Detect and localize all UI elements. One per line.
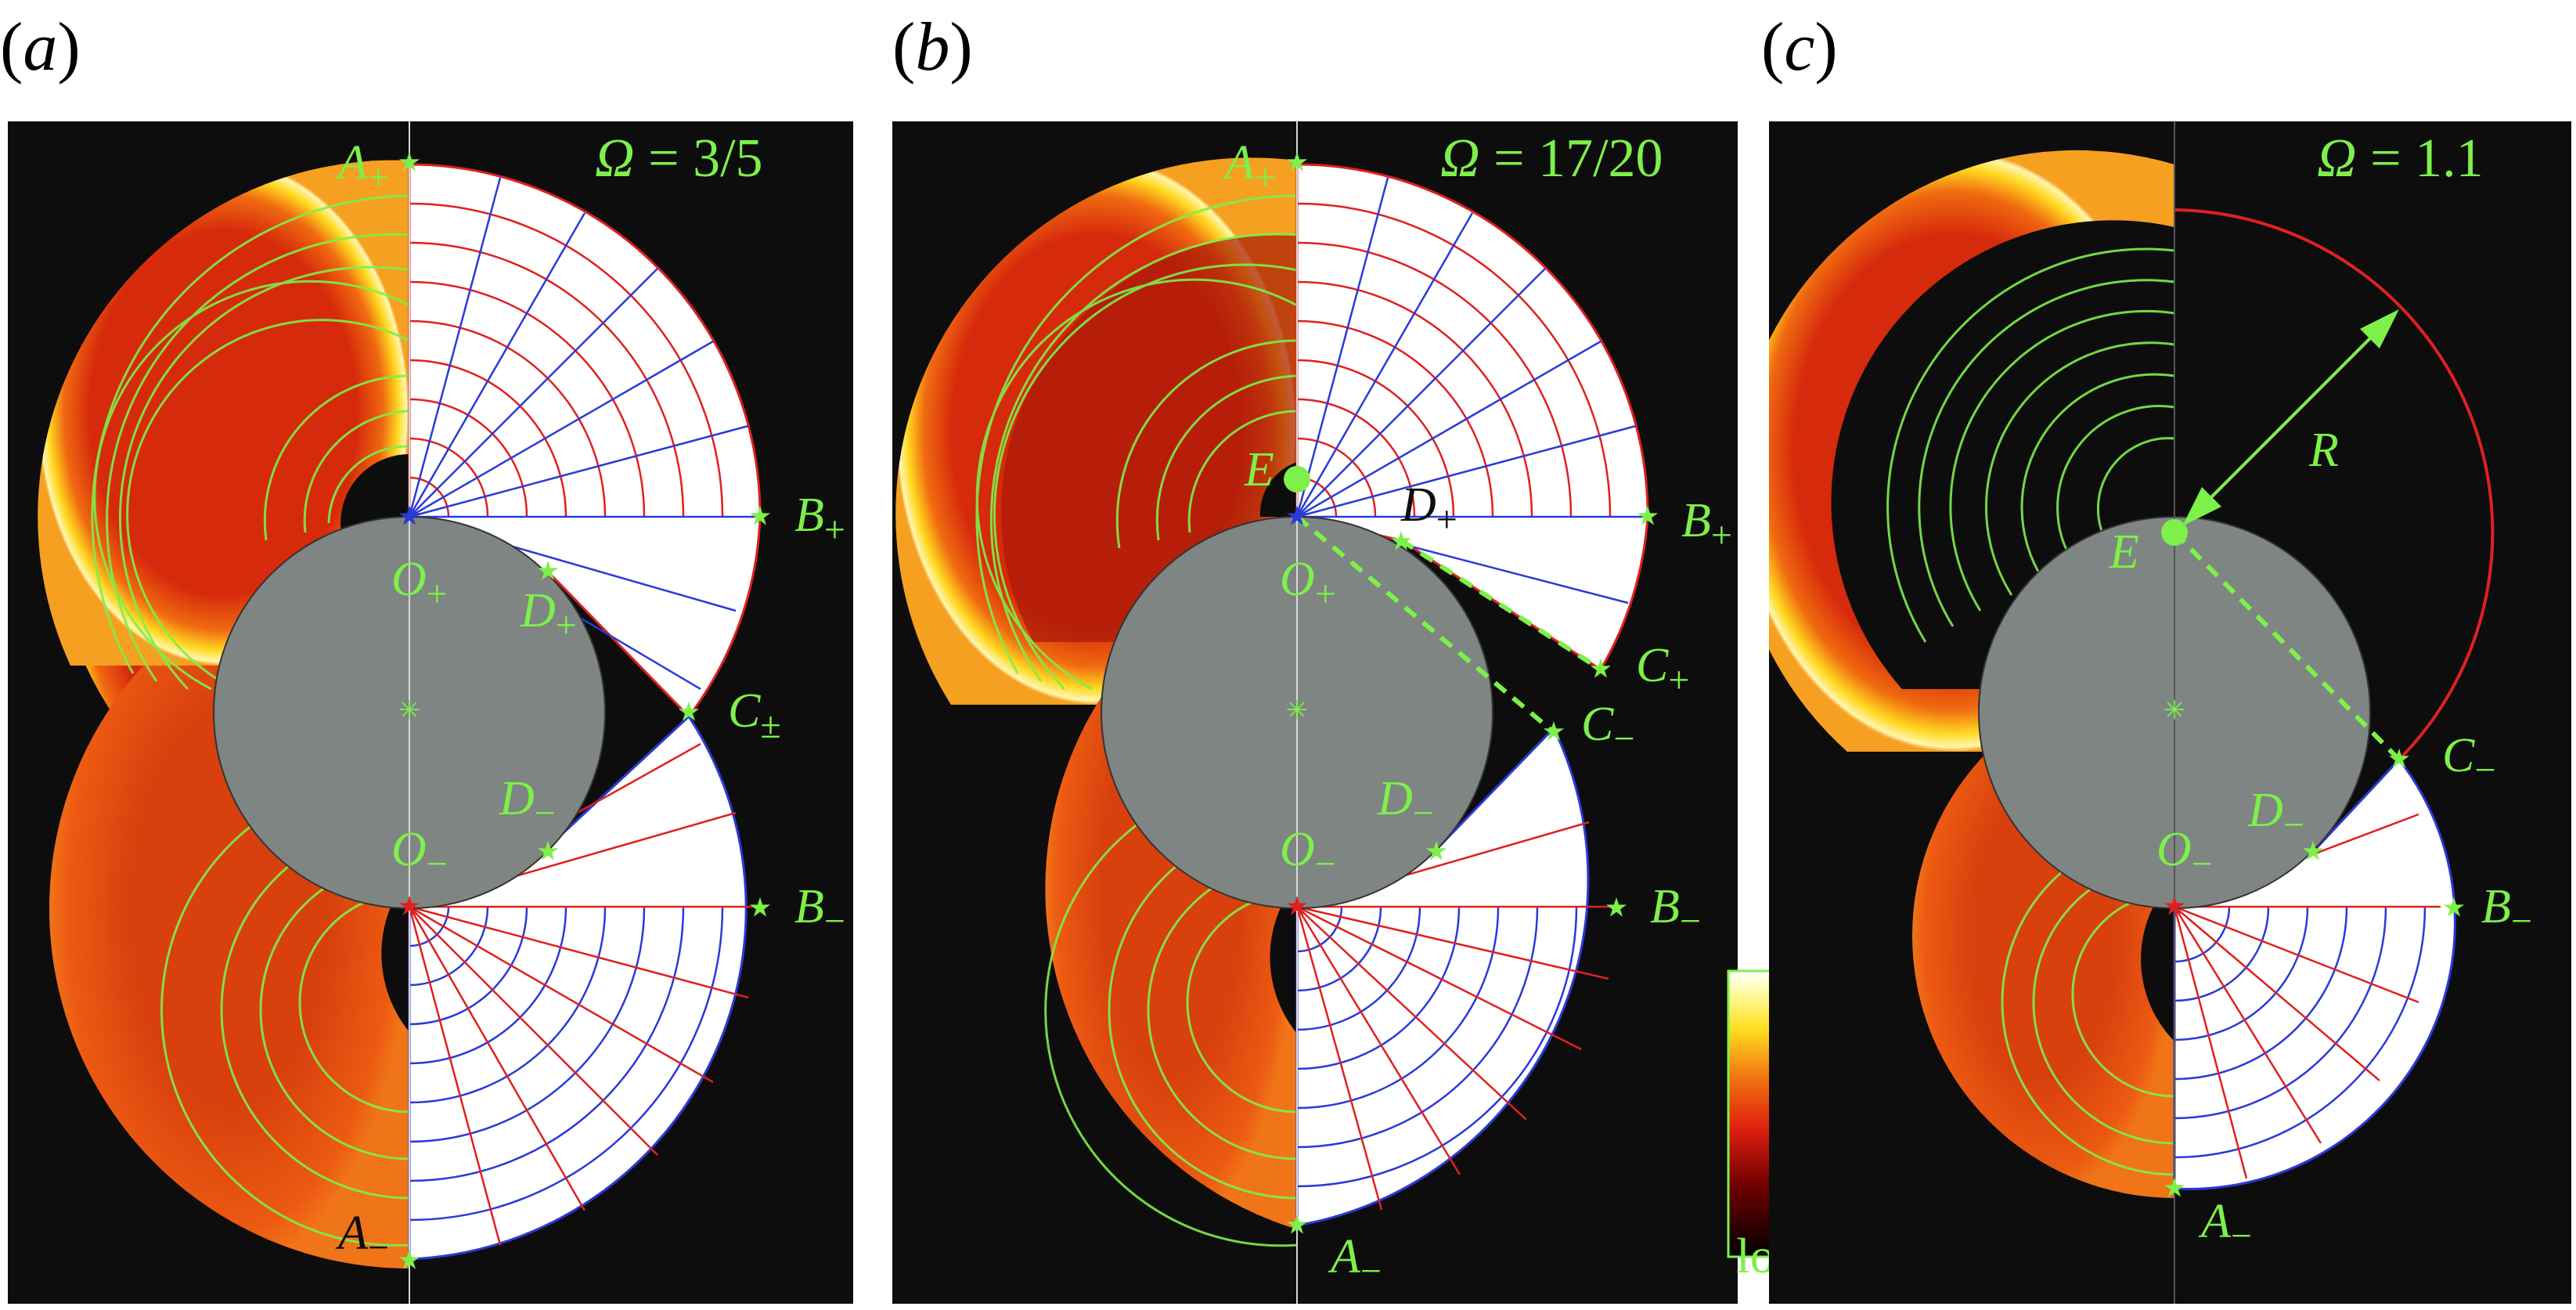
panel-b-label-C-minus: C− [1581,698,1634,760]
panel-label-c: (c) [1761,9,1838,85]
panel-a-lower-mesh [408,714,748,1261]
svg-text:★: ★ [1285,503,1309,532]
svg-text:★: ★ [536,838,560,867]
panel-c-dashed-line [2172,530,2401,762]
svg-text:★: ★ [748,503,772,532]
svg-text:★: ★ [1636,503,1659,532]
svg-text:★: ★ [1389,528,1413,557]
panel-b-dashed-line-2 [1400,538,1602,672]
panel-a-label-B-minus: B− [794,880,845,942]
panel-a-label-B-plus: B+ [794,489,845,550]
panel-c-radius-arrow [2186,316,2393,522]
panel-c-point-E [2161,519,2188,546]
panel-b-label-O-minus: O− [1280,823,1336,885]
svg-text:★: ★ [1285,1211,1309,1240]
panel-a-lower-mesh-rays [408,742,760,1246]
svg-text:★: ★ [2301,838,2325,867]
panel-a-lower-hole [381,875,409,1032]
panel-label-a: (a) [0,9,81,85]
svg-text:★: ★ [1285,893,1309,922]
panel-b-label-D-minus: D− [1377,772,1434,834]
panel-b-label-A-minus: A− [1328,1230,1382,1292]
panel-c-label-D-minus: D− [2247,784,2304,846]
panel-a-upper-streamlines [91,194,410,691]
panel-b-label-B-minus: B− [1650,880,1701,942]
panel-a-label-D-minus: D− [499,772,556,834]
panel-c-label-B-minus: B− [2481,880,2532,942]
panel-c-arrowhead-in [2182,487,2221,526]
panel-c-red-arc [2174,208,2495,761]
svg-text:★: ★ [398,893,421,922]
svg-text:✳: ✳ [398,697,421,726]
panel-a-upper-mesh [408,163,762,719]
panel-a: ★ ★ ★ ★ ★ ★ ★ ★ ★ ✳ Ω = 3/5 A+ B+ O+ D+ … [8,121,853,1304]
panel-a-label-O-plus: O+ [391,553,448,615]
panel-a-label-D-plus: D+ [520,584,577,646]
panel-b-label-D-plus: D+ [1400,478,1457,540]
panel-b-point-E [1284,466,1310,493]
panel-c-label-R: R [2308,424,2339,477]
panel-b-label-O-plus: O+ [1280,553,1336,615]
panel-b: ★ ★ ★ ★ ★ ★ ★ ★ ★ ★ ✳ Ω = 17/20 A+ E D+ … [892,121,1738,1304]
svg-text:★: ★ [677,698,701,727]
panel-b-label-E: E [1244,443,1274,496]
panel-b-dashed-line [1295,514,1555,734]
panel-c-label-O-minus: O− [2156,823,2213,885]
svg-text:★: ★ [1285,149,1309,178]
panel-c-markers: ★ ★ ★ ★ ★ ✳ [2163,697,2466,1204]
panel-b-lower-hole [1270,881,1297,1034]
panel-label-b: (b) [892,9,973,85]
panel-a-markers: ★ ★ ★ ★ ★ ★ ★ ★ ★ ✳ [398,149,772,1276]
panel-c-arrowhead-out [2360,309,2399,348]
svg-text:★: ★ [536,558,560,586]
svg-text:★: ★ [2163,893,2186,922]
panel-c-label-C-minus: C− [2442,729,2495,791]
panel-c-upper-streamlines [1886,247,2175,643]
panel-b-markers: ★ ★ ★ ★ ★ ★ ★ ★ ★ ★ ✳ [1285,149,1659,1240]
svg-text:★: ★ [2163,1175,2186,1204]
panel-a-label-O-minus: O− [391,823,448,885]
panel-b-upper-mesh [1295,163,1649,672]
panel-c-label-E: E [2109,525,2139,579]
panel-b-label-B-plus: B+ [1681,494,1732,556]
svg-text:★: ★ [398,503,421,532]
svg-text:★: ★ [398,149,421,178]
svg-text:★: ★ [2387,745,2411,774]
panel-a-omega: Ω = 3/5 [595,128,763,189]
panel-c: ★ ★ ★ ★ ★ ✳ Ω = 1.1 R E C− D− O− B− A− [1769,121,2571,1304]
svg-text:★: ★ [748,894,772,923]
panel-b-label-A-plus: A+ [1222,136,1276,198]
svg-text:★: ★ [1589,655,1612,684]
panel-c-lower-mesh [2173,757,2456,1190]
svg-text:★: ★ [1542,718,1565,747]
panel-b-omega: Ω = 17/20 [1440,128,1663,189]
panel-b-label-C-plus: C+ [1636,639,1689,701]
svg-text:★: ★ [1605,894,1628,923]
svg-text:✳: ✳ [2163,697,2186,726]
panel-c-omega: Ω = 1.1 [2317,128,2484,189]
panel-a-label-A-plus: A+ [335,136,389,198]
panel-a-upper-fluid-cap [38,160,410,666]
panel-a-label-C: C± [728,684,781,746]
panel-a-label-A-minus: A− [335,1207,389,1268]
svg-text:★: ★ [398,1247,421,1276]
svg-text:✳: ✳ [1286,697,1309,726]
svg-text:★: ★ [2442,894,2466,923]
panel-c-lower-hole [2141,877,2174,1041]
panel-c-lower-mesh-rings [2174,906,2426,1159]
svg-text:★: ★ [1425,838,1448,867]
panel-c-label-A-minus: A− [2198,1195,2252,1257]
panel-c-lower-mesh-rays [2173,813,2441,1179]
panel-b-upper-streamlines [975,194,1298,691]
